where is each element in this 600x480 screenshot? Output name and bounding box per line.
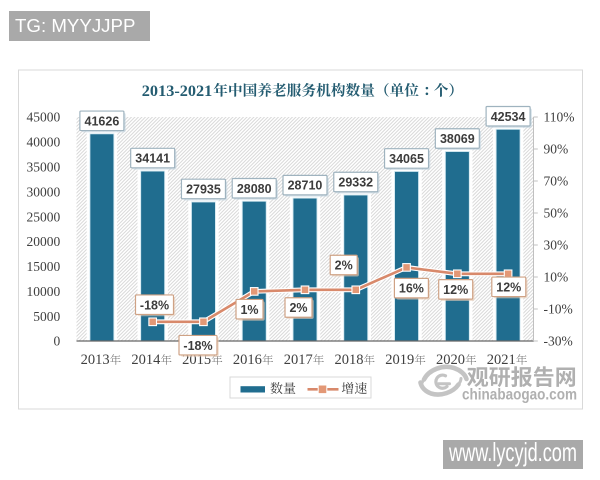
svg-text:0: 0	[53, 334, 60, 349]
svg-text:110%: 110%	[544, 110, 575, 125]
svg-text:2017: 2017	[284, 352, 313, 368]
svg-text:45000: 45000	[26, 110, 60, 125]
svg-text:35000: 35000	[26, 159, 60, 174]
svg-text:90%: 90%	[544, 142, 569, 157]
svg-text:25000: 25000	[26, 209, 60, 224]
svg-text:2014: 2014	[131, 352, 161, 368]
svg-text:28710: 28710	[288, 179, 323, 193]
svg-text:2013: 2013	[81, 352, 110, 368]
svg-text:1%: 1%	[240, 303, 258, 317]
svg-text:70%: 70%	[544, 174, 569, 189]
svg-text:2019: 2019	[385, 352, 414, 368]
svg-text:2%: 2%	[289, 301, 307, 315]
svg-text:www.lycyjd.com: www.lycyjd.com	[448, 437, 577, 467]
svg-text:15000: 15000	[26, 259, 60, 274]
svg-text:30000: 30000	[26, 184, 60, 199]
svg-text:34065: 34065	[389, 152, 424, 166]
svg-text:50%: 50%	[544, 206, 569, 221]
svg-text:12%: 12%	[496, 280, 521, 294]
svg-text:2021: 2021	[487, 352, 516, 368]
svg-text:28080: 28080	[237, 182, 272, 196]
svg-text:10%: 10%	[544, 270, 569, 285]
svg-text:27935: 27935	[186, 183, 221, 197]
svg-text:-30%: -30%	[544, 334, 573, 349]
svg-text:-18%: -18%	[183, 339, 212, 353]
svg-text:42534: 42534	[491, 110, 526, 124]
svg-text:16%: 16%	[399, 282, 424, 296]
svg-text:TG: MYYJJPP: TG: MYYJJPP	[15, 15, 135, 36]
svg-text:2%: 2%	[335, 259, 353, 273]
svg-text:5000: 5000	[33, 309, 60, 324]
svg-text:2018: 2018	[334, 352, 363, 368]
svg-text:2020: 2020	[436, 352, 465, 368]
svg-text:20000: 20000	[26, 234, 60, 249]
svg-text:-18%: -18%	[140, 298, 169, 312]
svg-text:40000: 40000	[26, 135, 60, 150]
svg-text:34141: 34141	[135, 152, 170, 166]
svg-text:2016: 2016	[233, 352, 262, 368]
svg-text:29332: 29332	[338, 176, 373, 190]
svg-text:chinabaogao.com: chinabaogao.com	[462, 387, 577, 404]
svg-text:2013-2021: 2013-2021	[142, 83, 213, 100]
svg-text:30%: 30%	[544, 238, 569, 253]
svg-text:12%: 12%	[443, 283, 468, 297]
svg-text:41626: 41626	[85, 114, 120, 128]
svg-text:-10%: -10%	[544, 302, 573, 317]
svg-text:10000: 10000	[26, 284, 60, 299]
svg-text:38069: 38069	[440, 132, 475, 146]
